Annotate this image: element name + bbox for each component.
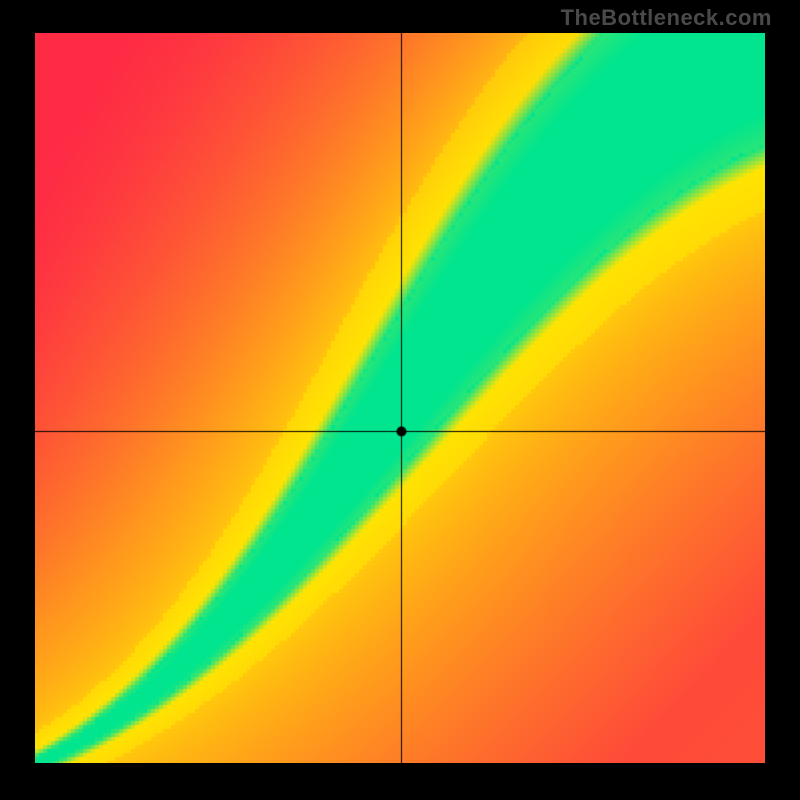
chart-container: TheBottleneck.com <box>0 0 800 800</box>
heatmap-plot <box>35 33 765 763</box>
heatmap-canvas <box>35 33 765 763</box>
watermark-text: TheBottleneck.com <box>561 5 772 31</box>
